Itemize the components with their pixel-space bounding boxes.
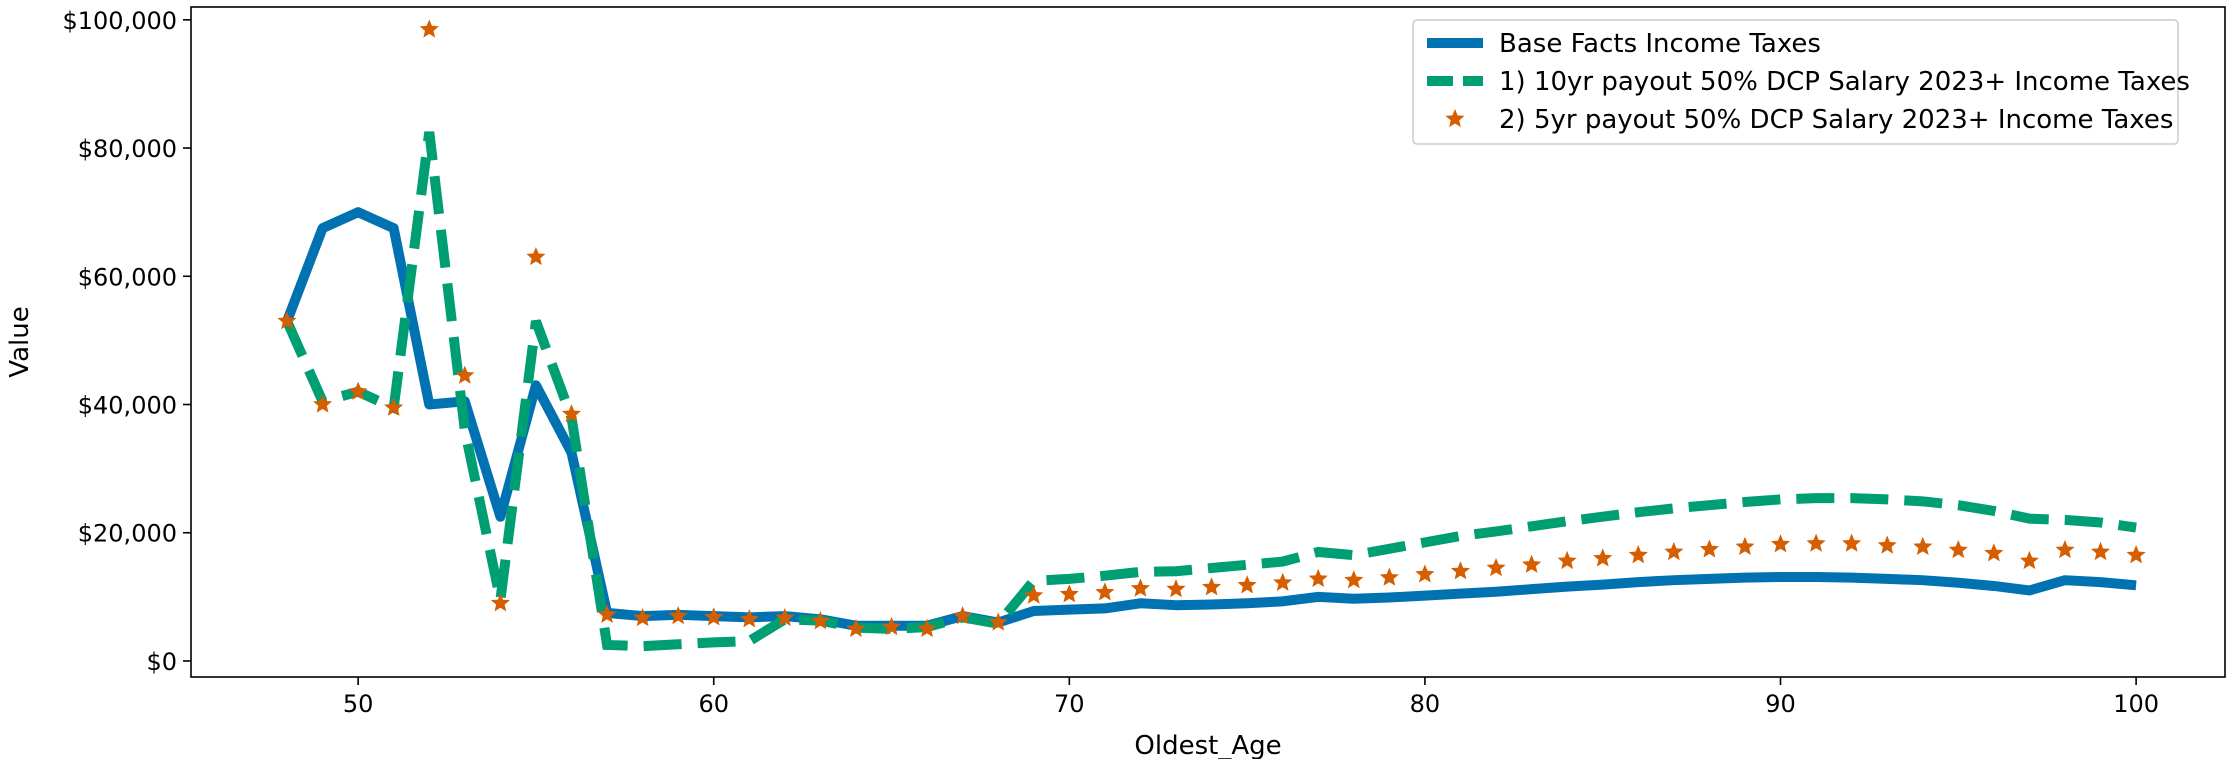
data-point-star (1593, 548, 1613, 567)
data-point-star (1557, 550, 1577, 570)
data-point-star (1095, 582, 1115, 601)
series-line (282, 207, 2137, 631)
series-3 (277, 19, 2146, 638)
x-tick-label: 50 (343, 690, 374, 718)
data-point-star (1166, 579, 1186, 598)
data-point-star (1522, 554, 1542, 573)
x-tick-label: 80 (1410, 690, 1441, 718)
data-point-star (704, 607, 724, 626)
x-tick-label: 70 (1054, 690, 1085, 718)
data-point-star (1415, 564, 1435, 583)
data-point-star (917, 618, 937, 638)
data-point-star (1806, 533, 1826, 552)
y-tick-label: $60,000 (78, 263, 177, 291)
x-tick-label: 100 (2113, 690, 2159, 718)
data-point-star (490, 593, 510, 612)
legend: Base Facts Income Taxes 1) 10yr payout 50… (1412, 19, 2190, 145)
data-point-star (1059, 584, 1079, 603)
data-point-star (313, 394, 333, 413)
data-point-star (2126, 545, 2146, 564)
data-point-star (1984, 543, 2004, 562)
data-point-star (2019, 550, 2039, 570)
data-point-star (1664, 541, 1684, 561)
x-tick-label: 60 (698, 690, 729, 718)
legend-box (1412, 19, 2179, 145)
data-point-star (1237, 575, 1257, 594)
data-point-star (1024, 585, 1044, 604)
data-point-star (881, 616, 902, 636)
y-tick-label: $80,000 (78, 135, 177, 163)
data-point-star (1948, 539, 1968, 559)
data-point-star (953, 606, 973, 625)
data-point-star (1913, 536, 1933, 555)
data-point-star (775, 607, 795, 627)
y-tick-label: $40,000 (78, 392, 177, 420)
data-point-star (1273, 572, 1293, 591)
data-point-star (419, 19, 439, 38)
data-point-star (633, 607, 653, 627)
data-point-star (455, 365, 475, 384)
data-point-star (526, 246, 546, 266)
data-point-star (1770, 534, 1791, 553)
data-point-star (1699, 539, 1719, 558)
plot-frame (190, 6, 2226, 678)
legend-entry-label: 1) 10yr payout 50% DCP Salary 2023+ Inco… (1499, 67, 2190, 97)
data-point-star (1344, 570, 1364, 589)
x-tick-label: 90 (1765, 690, 1796, 718)
data-point-star (597, 604, 617, 623)
data-point-star (1735, 536, 1755, 555)
data-point-star (739, 609, 759, 628)
data-point-star (1308, 568, 1328, 588)
series-2 (282, 131, 2137, 652)
x-axis-label: Oldest_Age (1134, 731, 1281, 759)
data-point-star (1379, 567, 1399, 586)
data-point-star (988, 612, 1008, 631)
data-point-star (384, 397, 404, 416)
data-point-star (1877, 535, 1897, 554)
series-1 (282, 207, 2137, 631)
data-point-star (668, 606, 688, 625)
data-point-star (1842, 533, 1862, 552)
data-point-star (277, 311, 297, 330)
data-point-star (561, 404, 582, 423)
data-point-star (1628, 545, 1648, 564)
y-tick-label: $0 (146, 648, 177, 676)
series-line (282, 131, 2137, 652)
legend-entry-label: Base Facts Income Taxes (1499, 29, 1821, 59)
series-layer (277, 19, 2146, 652)
legend-marker (1445, 108, 1465, 128)
data-point-star (1201, 577, 1222, 596)
data-point-star (2055, 539, 2075, 559)
data-point-star (846, 618, 866, 638)
legend-entry-label: 2) 5yr payout 50% DCP Salary 2023+ Incom… (1499, 105, 2173, 135)
data-point-star (2090, 541, 2111, 561)
x-axis: 50 60 70 80 90 100 (343, 677, 2159, 718)
data-point-star (810, 611, 830, 630)
data-point-star (1486, 557, 1506, 577)
y-axis-label: Value (5, 306, 35, 377)
data-point-star (348, 381, 368, 400)
data-point-star (1450, 561, 1471, 580)
y-tick-label: $100,000 (62, 7, 177, 35)
y-tick-label: $20,000 (78, 520, 177, 548)
y-axis: $0 $20,000 $40,000 $60,000 $80,000 $100,000 (62, 7, 191, 676)
data-point-star (1130, 578, 1151, 597)
